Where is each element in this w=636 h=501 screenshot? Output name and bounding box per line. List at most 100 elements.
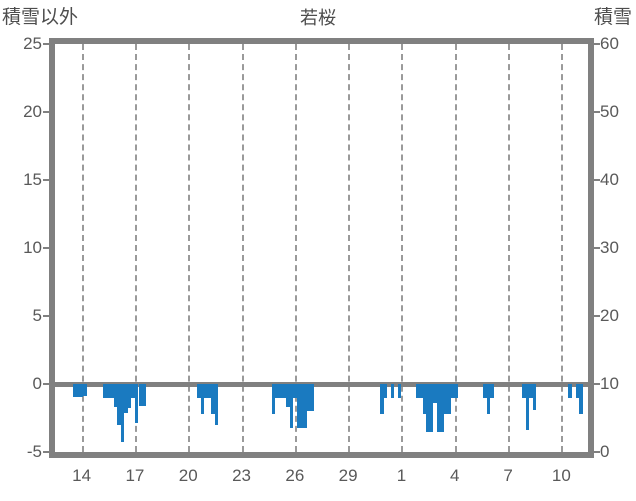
bar — [200, 384, 205, 414]
bar — [419, 384, 423, 398]
y-axis-tick-mark-right — [594, 383, 600, 385]
bar — [303, 384, 308, 428]
zero-line — [55, 382, 588, 387]
bar — [426, 384, 430, 432]
bar — [486, 384, 491, 414]
bar — [117, 384, 121, 425]
gridline-vertical — [134, 44, 137, 452]
bar — [83, 384, 87, 397]
x-axis-tick-label: 17 — [125, 466, 145, 485]
y-axis-tick-label-right: 60 — [600, 34, 619, 53]
y-axis-tick-label-right: 0 — [600, 442, 610, 461]
bar — [532, 384, 537, 410]
bar — [102, 384, 107, 398]
bar — [120, 384, 125, 443]
bar — [575, 384, 580, 398]
gridline-vertical — [401, 44, 404, 452]
y-axis-tick-label-left: -5 — [26, 442, 42, 461]
bar — [529, 384, 533, 398]
bar — [204, 384, 208, 398]
bar — [447, 384, 452, 414]
y-axis-tick-label-left: 5 — [32, 306, 42, 325]
x-axis-tick-label: 4 — [450, 466, 460, 485]
bar — [131, 384, 135, 398]
bar — [106, 384, 111, 398]
bar — [285, 384, 290, 408]
gridline-vertical — [294, 44, 297, 452]
y-axis-tick-label-left: 25 — [23, 34, 42, 53]
bar — [454, 384, 459, 398]
x-axis-tick-label: 20 — [178, 466, 198, 485]
x-axis-tick-label: 10 — [551, 466, 571, 485]
bar — [451, 384, 455, 398]
bar — [415, 384, 420, 398]
bar — [127, 384, 132, 409]
bar — [282, 384, 286, 398]
x-axis-tick-label: 7 — [503, 466, 513, 485]
bar — [397, 384, 402, 398]
left-axis-unit-label: 積雪以外 — [2, 7, 79, 28]
bar — [390, 384, 395, 398]
bar — [278, 384, 283, 398]
gridline-vertical — [241, 44, 244, 452]
bar — [76, 384, 80, 397]
y-axis-tick-mark-right — [594, 111, 600, 113]
y-axis-tick-label-right: 40 — [600, 170, 619, 189]
bar — [300, 384, 304, 428]
bar — [429, 384, 434, 432]
bar — [310, 384, 315, 412]
y-axis-tick-mark-right — [594, 43, 600, 45]
y-axis-tick-label-left: 10 — [23, 238, 42, 257]
bar — [568, 384, 572, 398]
bar — [113, 384, 118, 408]
gridline-vertical — [348, 44, 351, 452]
x-axis-tick-label: 23 — [232, 466, 252, 485]
x-axis-tick-label: 1 — [396, 466, 407, 485]
bar — [436, 384, 441, 432]
bar — [124, 384, 128, 413]
gridline-vertical — [188, 44, 191, 452]
bar — [197, 384, 201, 398]
y-axis-tick-label-right: 50 — [600, 102, 619, 121]
bar — [72, 384, 77, 397]
bar — [142, 384, 146, 406]
bar — [307, 384, 311, 412]
bar — [134, 384, 139, 424]
bar — [444, 384, 448, 414]
y-axis-tick-label-left: 0 — [32, 374, 42, 393]
bar — [296, 384, 301, 428]
bar — [380, 384, 384, 414]
bar — [490, 384, 494, 398]
y-axis-tick-mark-right — [594, 451, 600, 453]
right-axis-unit-label: 積雪 — [593, 7, 632, 28]
bar — [275, 384, 279, 398]
bar — [579, 384, 583, 414]
plot-area — [49, 38, 594, 458]
x-axis-tick-label: 26 — [285, 466, 305, 485]
bar — [433, 384, 437, 404]
bar — [440, 384, 445, 432]
bar — [110, 384, 114, 398]
bar — [383, 384, 388, 398]
bar — [207, 384, 212, 398]
bar — [79, 384, 84, 397]
y-axis-tick-label-right: 30 — [600, 238, 619, 257]
bar — [289, 384, 294, 428]
chart-title: 若桜 — [300, 8, 336, 28]
y-axis-tick-label-left: 15 — [23, 170, 42, 189]
gridline-vertical — [561, 44, 564, 452]
gridline-vertical — [81, 44, 84, 452]
gridline-vertical — [454, 44, 457, 452]
bar — [271, 384, 276, 414]
y-axis-tick-label-right: 20 — [600, 306, 619, 325]
bar — [422, 384, 427, 414]
bar — [483, 384, 487, 398]
bar — [211, 384, 215, 414]
bar — [293, 384, 297, 398]
x-axis-tick-label: 14 — [72, 466, 92, 485]
y-axis-tick-mark-right — [594, 315, 600, 317]
y-axis-tick-mark-right — [594, 179, 600, 181]
gridline-vertical — [508, 44, 511, 452]
bar — [214, 384, 219, 425]
